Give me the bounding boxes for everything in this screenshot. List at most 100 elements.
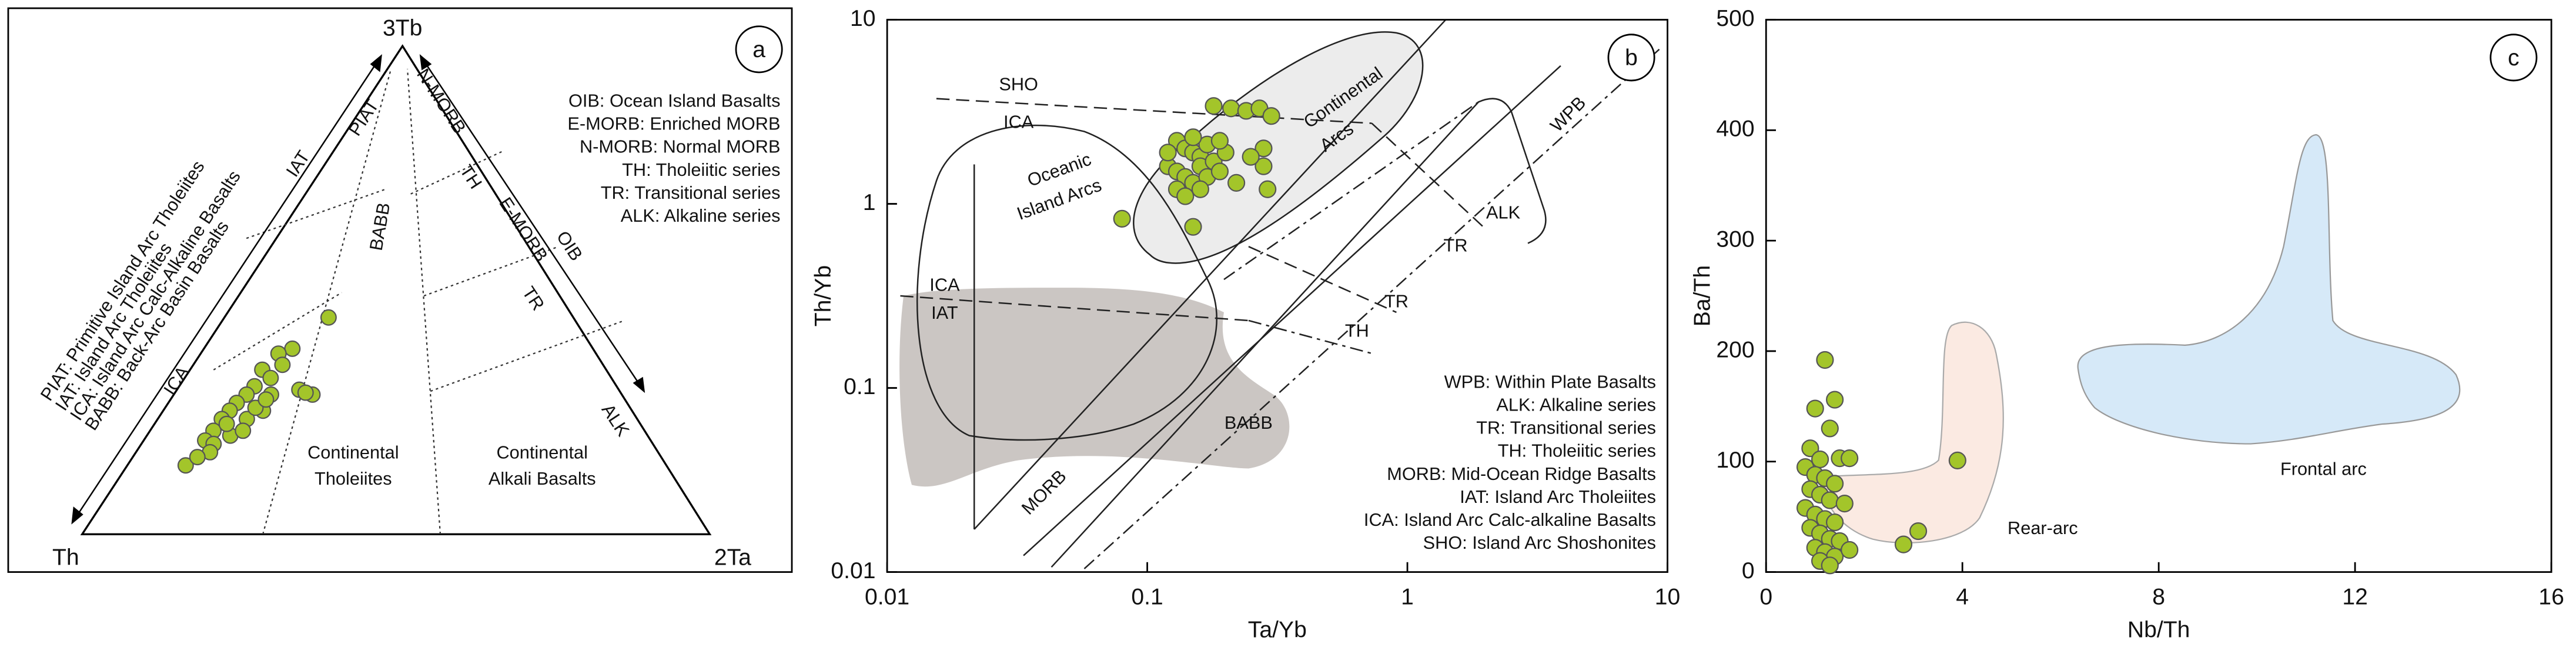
y-tick-label: 0.01: [831, 558, 875, 583]
legend-entry: E-MORB: Enriched MORB: [567, 114, 780, 134]
field-label: ICA: [929, 274, 960, 295]
data-point: [1821, 491, 1839, 509]
panel-badge: [1607, 34, 1655, 82]
panel-a: 3Tb Th 2Ta a PIAT: Primitive Island Arc …: [7, 7, 793, 573]
x-tick-label: 10: [1655, 585, 1681, 610]
field-label: TR: [1444, 235, 1468, 255]
legend-entry: ICA: Island Arc Calc-Alkaline Basalts: [66, 166, 245, 424]
field-label: Frontal arc: [2280, 458, 2367, 479]
field-label: Alkali Basalts: [489, 468, 596, 489]
data-point: [1210, 132, 1229, 150]
babb-field: [899, 288, 1290, 487]
data-point: [1191, 180, 1210, 198]
triangle: [80, 44, 712, 535]
data-point: [1821, 419, 1839, 438]
oceanic-arcs-field: [916, 124, 1217, 441]
field-label: N-MORB: [413, 65, 470, 137]
y-axis-label: Th/Yb: [811, 265, 836, 326]
data-point: [1826, 513, 1844, 532]
field-label: ALK: [1486, 202, 1521, 222]
data-point: [1227, 174, 1246, 192]
panel-label: a: [752, 37, 765, 62]
data-point: [1184, 218, 1202, 236]
data-point: [257, 391, 275, 408]
y-tick-label: 100: [1716, 448, 1754, 473]
vertex-label: 3Tb: [383, 16, 422, 41]
frontal-arc-field: [2077, 134, 2461, 445]
vertex-label: Th: [52, 545, 79, 571]
data-point: [189, 449, 206, 466]
field-labels: Rear-arc Frontal arc: [2008, 458, 2367, 538]
legend-entry: SHO: Island Arc Shoshonites: [1423, 532, 1656, 553]
field-label: SHO: [999, 74, 1038, 94]
panel-frame: [7, 7, 793, 573]
field-label: TH: [1345, 321, 1369, 341]
data-point: [1113, 209, 1131, 228]
legend-entry: N-MORB: Normal MORB: [580, 136, 780, 157]
data-point: [1821, 556, 1839, 575]
panel-c: Rear-arc Frontal arc c: [1822, 34, 2538, 543]
data-point: [1242, 148, 1260, 166]
x-tick-label: 0: [1759, 585, 1772, 610]
data-point: [1826, 391, 1844, 409]
y-tick-label: 1: [863, 190, 876, 215]
field-boundaries: [213, 69, 625, 535]
field-label: TR: [518, 283, 549, 314]
legend-entry: TH: Tholeiitic series: [622, 159, 780, 180]
panel-b: SHO ICA Oceanic Island Arcs Continental …: [899, 19, 1660, 569]
x-axis-label: Nb/Th: [2127, 617, 2190, 642]
legend-entry: TR: Transitional series: [601, 182, 781, 203]
field-label: OIB: [553, 227, 587, 264]
data-point: [1184, 128, 1202, 146]
legend-entry: TH: Tholeiitic series: [1498, 441, 1656, 461]
y-tick-label: 400: [1716, 116, 1754, 142]
y-tick-label: 10: [850, 6, 876, 31]
legend-entry: TR: Transitional series: [1476, 418, 1656, 438]
data-point: [1816, 351, 1834, 369]
data-point: [177, 457, 194, 474]
field-label: BABB: [1225, 412, 1273, 433]
data-point: [1262, 107, 1280, 125]
data-point: [320, 309, 337, 326]
legend: WPB: Within Plate Basalts ALK: Alkaline …: [1364, 371, 1656, 553]
field-label: IAT: [931, 302, 958, 323]
data-point: [262, 369, 279, 386]
field-label: TH: [456, 161, 486, 192]
x-tick-label: 12: [2342, 585, 2368, 610]
field-label: TR: [1384, 291, 1409, 311]
legend-entry: ALK: Alkaline series: [1496, 394, 1656, 415]
field-label: E-MORB: [495, 194, 552, 265]
legend-entry: ICA: Island Arc Calc-alkaline Basalts: [1364, 509, 1656, 530]
field-label: Tholeiites: [315, 468, 392, 489]
y-tick-label: 0.1: [844, 374, 875, 399]
y-axis-label: Ba/Th: [1690, 265, 1715, 326]
field-label: ICA: [1003, 112, 1034, 132]
x-tick-label: 0.1: [1131, 585, 1163, 610]
data-point: [1205, 97, 1223, 115]
field-boundaries: [900, 19, 1660, 569]
y-tick-label: 500: [1716, 6, 1754, 31]
data-point: [1948, 451, 1966, 469]
panel-badge: [735, 25, 783, 74]
panel-label: b: [1625, 45, 1638, 71]
legend-entry: OIB: Ocean Island Basalts: [568, 90, 780, 111]
data-point: [274, 356, 291, 373]
data-point: [218, 415, 235, 432]
rear-arc-field: [1822, 321, 2004, 543]
field-label: WPB: [1546, 92, 1590, 136]
data-point: [1210, 162, 1229, 181]
field-label: BABB: [366, 201, 394, 252]
legend: OIB: Ocean Island Basalts E-MORB: Enrich…: [567, 90, 780, 226]
x-tick-label: 0.01: [865, 585, 909, 610]
x-tick-label: 4: [1956, 585, 1969, 610]
data-point: [1176, 187, 1195, 205]
panel-label: c: [2508, 45, 2520, 71]
plot-frame: [886, 19, 1668, 573]
data-point: [1259, 180, 1277, 198]
legend-entry: MORB: Mid-Ocean Ridge Basalts: [1387, 463, 1656, 484]
side-legend: PIAT: Primitive Island Arc Tholeiites IA…: [36, 157, 245, 434]
field-label: Rear-arc: [2008, 518, 2078, 538]
data-point: [1841, 541, 1859, 559]
